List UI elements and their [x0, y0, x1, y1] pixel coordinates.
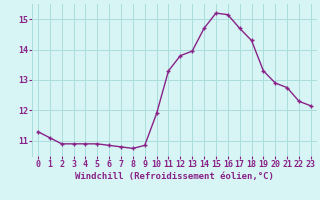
X-axis label: Windchill (Refroidissement éolien,°C): Windchill (Refroidissement éolien,°C) — [75, 172, 274, 181]
